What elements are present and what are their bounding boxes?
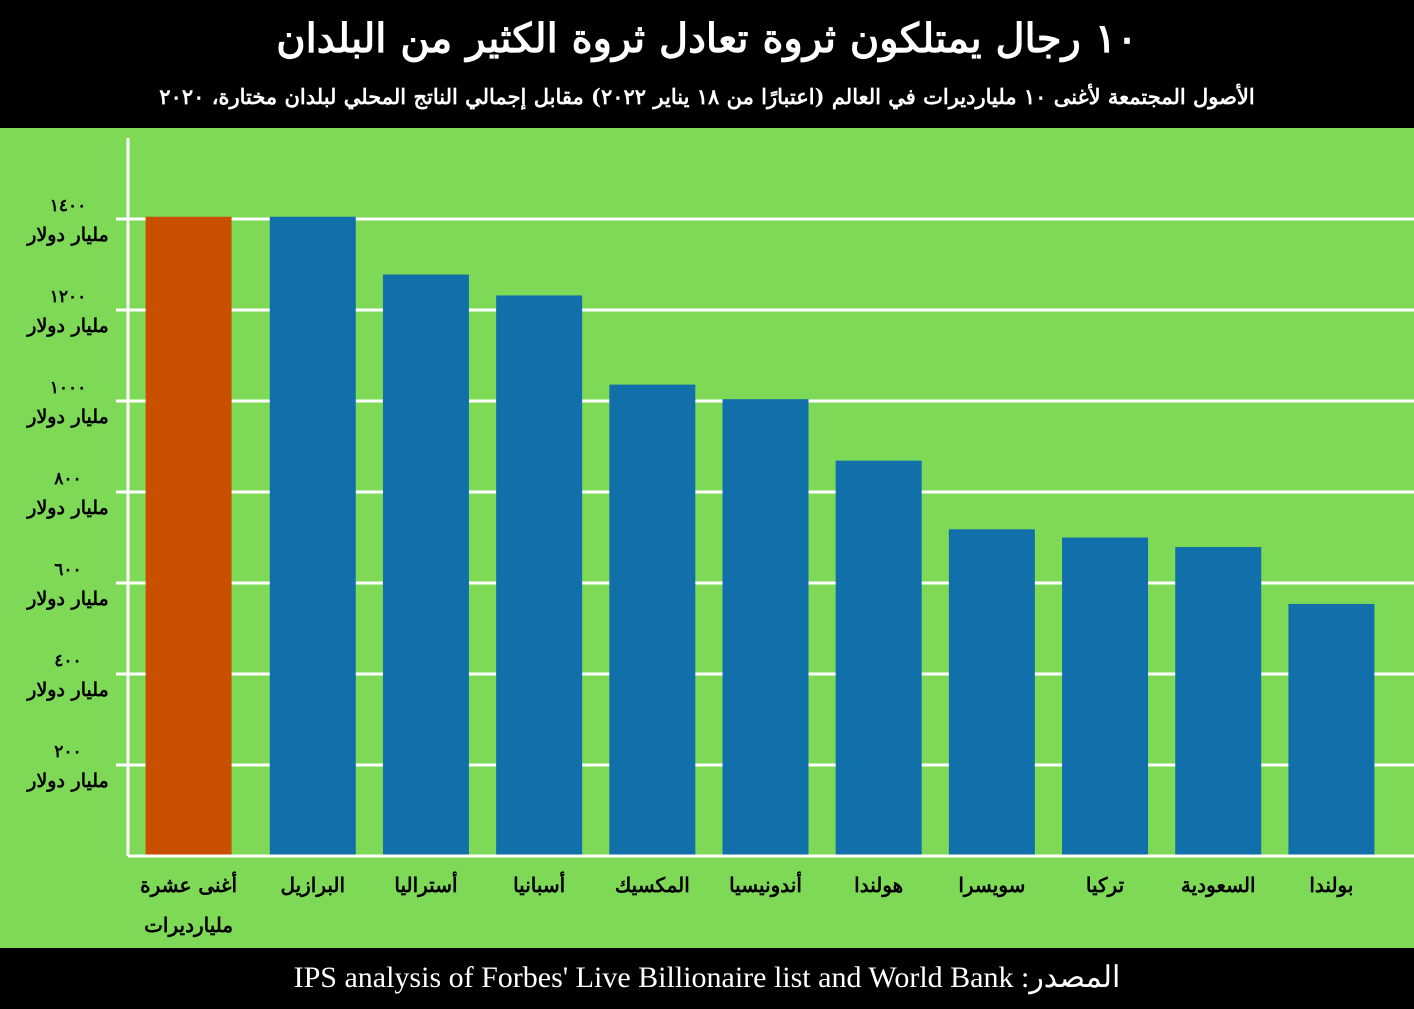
category-label: أغنى عشرة [140,871,237,898]
y-tick-unit: مليار دولار [25,588,108,610]
y-tick-unit: مليار دولار [25,406,108,428]
chart-footer: المصدر: IPS analysis of Forbes' Live Bil… [0,948,1414,1009]
category-label: مليارديرات [144,913,233,938]
category-label: سويسرا [958,873,1025,898]
category-label: بولندا [1309,873,1353,898]
bar [145,216,232,857]
y-tick-unit: مليار دولار [25,224,108,246]
bar [1062,537,1149,856]
y-tick-label: ٢٠٠ [54,742,81,762]
y-tick-label: ٨٠٠ [53,469,81,489]
bar [722,399,809,856]
bar [382,274,469,856]
bar [1175,547,1262,856]
plot-area: ٢٠٠ مليار دولار ٤٠٠ مليار دولار ٦٠٠ مليار دول… [0,128,1414,948]
category-label: البرازيل [280,873,345,898]
y-tick-label: ١٢٠٠ [50,287,87,307]
bar [1288,603,1375,856]
y-tick-label: ١٠٠٠ [50,378,87,398]
chart-subtitle: الأصول المجتمعة لأغنى ١٠ مليارديرات في ا… [159,84,1255,109]
bar [948,529,1035,856]
y-tick-unit: مليار دولار [25,770,108,792]
source-note: المصدر: IPS analysis of Forbes' Live Bil… [293,961,1121,994]
bar-chart: ٢٠٠ مليار دولار ٤٠٠ مليار دولار ٦٠٠ مليار دول… [0,128,1414,948]
category-label: السعودية [1181,873,1256,898]
category-label: المكسيك [615,873,690,897]
category-label: تركيا [1086,873,1125,898]
category-label: هولندا [854,873,903,898]
y-tick-unit: مليار دولار [25,315,108,337]
y-tick-label: ٤٠٠ [54,651,81,671]
category-label: أندونيسيا [729,871,802,898]
y-tick-label: ١٤٠٠ [50,196,87,216]
bar [496,295,583,856]
chart-header: ١٠ رجال يمتلكون ثروة تعادل ثروة الكثير م… [0,0,1414,128]
bar [835,460,922,856]
y-tick-label: ٦٠٠ [54,560,81,580]
bar [269,216,356,857]
chart-title: ١٠ رجال يمتلكون ثروة تعادل ثروة الكثير م… [276,15,1138,62]
bar [609,384,696,856]
category-label: أسبانيا [513,871,565,897]
y-tick-unit: مليار دولار [25,497,108,519]
y-tick-unit: مليار دولار [25,679,108,701]
category-label: أستراليا [394,871,457,898]
